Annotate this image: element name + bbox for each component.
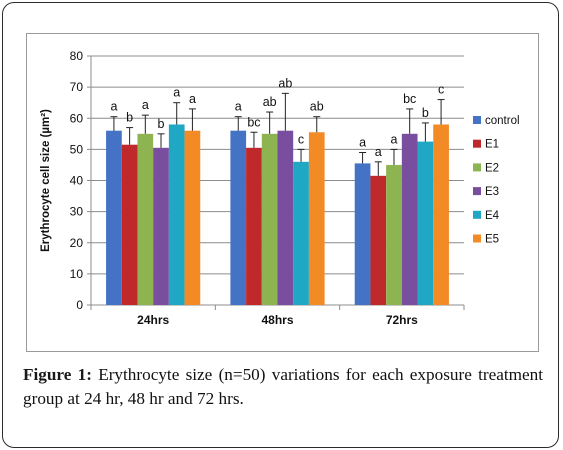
y-axis-title: Erythrocyte cell size (µm²)	[40, 109, 52, 252]
y-tick-label: 40	[70, 174, 84, 188]
bar-e3-24hrs	[153, 147, 169, 305]
bar-e5-72hrs	[433, 124, 449, 305]
significance-label: a	[142, 98, 149, 112]
legend-label-e1: E1	[485, 139, 499, 151]
bar-control-24hrs	[106, 130, 122, 305]
y-tick-label: 60	[70, 111, 84, 125]
bar-control-72hrs	[354, 163, 371, 305]
significance-label: ab	[310, 100, 324, 114]
significance-label: c	[438, 83, 444, 97]
y-tick-label: 10	[70, 267, 84, 281]
bar-e5-48hrs	[308, 132, 325, 305]
legend-swatch-e1	[473, 139, 481, 148]
chart-frame: 0 10 20 30 40 50 60 70 80 Erythrocyte cell size (…	[26, 33, 539, 352]
significance-label: a	[391, 132, 398, 146]
significance-label: a	[173, 86, 180, 100]
x-category-label: 72hrs	[386, 313, 418, 327]
significance-label: bc	[403, 92, 416, 106]
significance-label: bc	[247, 115, 260, 129]
significance-label: ab	[278, 76, 292, 90]
legend-swatch-e3	[473, 187, 481, 196]
legend-label-control: control	[485, 115, 520, 127]
significance-label: a	[359, 135, 366, 149]
y-tick-label: 70	[70, 80, 84, 94]
bar-e2-24hrs	[137, 133, 154, 305]
y-tick-label: 20	[70, 236, 84, 250]
bar-control-48hrs	[230, 130, 247, 305]
significance-label: ab	[263, 95, 277, 109]
bar-e4-72hrs	[417, 141, 434, 305]
figure-label: Figure 1:	[23, 365, 92, 384]
bar-e4-48hrs	[293, 161, 309, 305]
significance-label: b	[158, 117, 165, 131]
bar-e1-72hrs	[370, 175, 387, 305]
legend-swatch-control	[473, 116, 481, 124]
legend-swatch-e5	[473, 234, 481, 243]
y-tick-label: 0	[76, 298, 83, 312]
legend-label-e2: E2	[485, 162, 499, 174]
bar-e3-72hrs	[401, 133, 418, 305]
significance-label: a	[375, 145, 382, 159]
bar-e5-24hrs	[184, 130, 201, 305]
figure-caption: Figure 1: Erythrocyte size (n=50) variat…	[23, 363, 543, 411]
bar-e2-72hrs	[386, 164, 402, 305]
significance-label: b	[422, 106, 429, 120]
bar-e1-48hrs	[246, 147, 262, 305]
legend-label-e5: E5	[485, 234, 499, 246]
y-tick-label: 30	[70, 205, 84, 219]
y-tick-label: 80	[70, 49, 84, 63]
significance-label: a	[235, 100, 242, 114]
figure-caption-text: Erythrocyte size (n=50) variations for e…	[23, 365, 543, 408]
significance-label: a	[189, 92, 196, 106]
x-category-label: 48hrs	[261, 313, 293, 327]
significance-label: c	[298, 132, 304, 146]
bar-chart: 0 10 20 30 40 50 60 70 80 Erythrocyte cell size (…	[40, 49, 520, 327]
significance-label: b	[126, 111, 133, 125]
legend-label-e4: E4	[485, 210, 500, 222]
legend-swatch-e4	[473, 210, 481, 219]
legend-label-e3: E3	[485, 186, 499, 198]
bar-e3-48hrs	[277, 130, 294, 305]
bar-e2-48hrs	[261, 133, 278, 305]
bar-e1-24hrs	[121, 144, 138, 305]
legend-swatch-e2	[473, 163, 481, 172]
x-category-label: 24hrs	[137, 313, 169, 327]
y-tick-label: 50	[70, 142, 84, 156]
significance-label: a	[110, 100, 117, 114]
bar-e4-24hrs	[168, 124, 185, 305]
